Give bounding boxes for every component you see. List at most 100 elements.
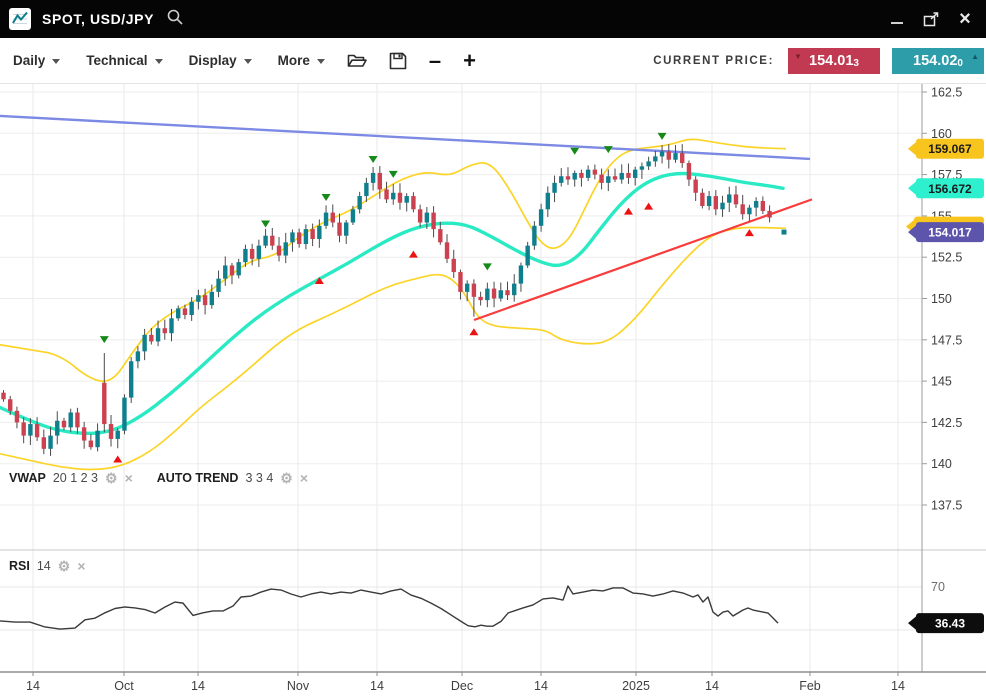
- candle-body: [411, 196, 416, 210]
- candle-body: [88, 440, 94, 448]
- candle-body: [1, 392, 6, 400]
- candle-body: [505, 290, 510, 296]
- candle-body: [431, 212, 436, 230]
- candle-body: [169, 318, 174, 334]
- price-axis-label: 142.5: [931, 416, 962, 430]
- sell-signal-triangle-icon: [368, 156, 378, 164]
- candle-body: [552, 182, 557, 193]
- candle-body: [397, 192, 403, 203]
- candle-body: [559, 176, 564, 183]
- candle-body: [317, 225, 322, 240]
- candle-body: [532, 225, 537, 246]
- vwap-remove-icon[interactable]: ×: [124, 470, 133, 486]
- chevron-down-icon: [52, 58, 61, 64]
- display-menu[interactable]: Display: [189, 53, 252, 68]
- candle-body: [128, 361, 134, 398]
- candle-body: [592, 169, 598, 175]
- candle-body: [491, 288, 497, 299]
- candle-body: [108, 424, 114, 439]
- candle-body: [68, 412, 73, 428]
- price-axis-label: 147.5: [931, 333, 962, 347]
- vwap-settings-gear-icon[interactable]: ⚙: [105, 470, 118, 486]
- price-axis-label: 160: [931, 127, 952, 141]
- autotrend-remove-icon[interactable]: ×: [299, 470, 309, 486]
- bid-price-badge: ▼ 154.01 3: [788, 47, 880, 74]
- interval-menu-label: Daily: [13, 53, 46, 68]
- candle-body: [142, 334, 147, 352]
- close-icon[interactable]: ×: [959, 7, 971, 30]
- ascending-trendline: [473, 198, 813, 322]
- autotrend-legend-name: AUTO TREND: [156, 471, 239, 485]
- open-folder-icon[interactable]: [347, 53, 367, 69]
- candle-body: [122, 397, 127, 431]
- candle-body: [8, 399, 13, 411]
- candle-body: [451, 258, 456, 273]
- time-axis-label: 14: [370, 679, 384, 693]
- sell-signal-triangle-icon: [482, 263, 492, 271]
- price-axis-label: 152.5: [931, 251, 962, 265]
- vwap-legend-params: 20 1 2 3: [52, 471, 98, 485]
- sell-signal-triangle-icon: [603, 146, 613, 154]
- more-menu[interactable]: More: [278, 53, 325, 68]
- candle-body: [155, 328, 161, 342]
- candle-body: [21, 422, 26, 436]
- vwap-legend-name: VWAP: [9, 471, 46, 485]
- candle-body: [478, 296, 483, 301]
- candle-body: [323, 212, 329, 226]
- candle-body: [377, 172, 383, 190]
- candle-body: [229, 265, 235, 276]
- candle-body: [438, 229, 443, 243]
- current-price-tag-text: 154.017: [928, 226, 972, 240]
- candle-body: [28, 424, 33, 436]
- rsi-line: [0, 585, 779, 630]
- popout-window-button[interactable]: [922, 10, 940, 28]
- interval-menu-daily[interactable]: Daily: [13, 53, 61, 68]
- autotrend-legend-params: 3 3 4: [245, 471, 274, 485]
- minimize-button[interactable]: [888, 10, 906, 28]
- chevron-down-icon: [154, 58, 163, 64]
- candle-body: [565, 176, 571, 180]
- candle-body: [384, 189, 389, 200]
- zoom-out-button[interactable]: –: [428, 47, 442, 73]
- rsi-value-tag: [916, 613, 984, 634]
- upper-band-price-tag: [916, 138, 984, 159]
- time-axis-label: Dec: [451, 679, 473, 693]
- candle-body: [249, 248, 255, 259]
- vwap-price-tag: [908, 180, 917, 196]
- candle-body: [102, 382, 107, 425]
- candle-body: [256, 245, 262, 259]
- candle-body: [61, 420, 67, 428]
- candle-body: [263, 235, 268, 246]
- display-menu-label: Display: [188, 53, 237, 68]
- candle-body: [330, 212, 335, 223]
- candle-body: [673, 153, 678, 160]
- candle-body: [149, 334, 154, 342]
- last-price-dot: [781, 229, 787, 235]
- upper-band-price-tag-text: 159.067: [928, 142, 972, 156]
- candle-body: [585, 169, 591, 178]
- time-axis-label: Oct: [114, 679, 134, 693]
- chevron-down-icon: [316, 58, 325, 64]
- rsi-remove-icon[interactable]: ×: [77, 558, 86, 574]
- candle-body: [632, 169, 638, 178]
- candle-body: [512, 283, 517, 296]
- save-icon[interactable]: [389, 52, 407, 70]
- candle-body: [646, 161, 651, 167]
- candle-body: [713, 196, 719, 210]
- price-down-arrow-icon: ▼: [794, 51, 802, 61]
- bollinger-lower-band: [0, 226, 787, 471]
- zoom-in-button[interactable]: +: [463, 47, 476, 73]
- chevron-down-icon: [243, 58, 252, 64]
- candle-body: [579, 172, 584, 178]
- autotrend-settings-gear-icon[interactable]: ⚙: [280, 470, 293, 486]
- candle-body: [55, 420, 60, 436]
- search-icon[interactable]: [166, 8, 184, 31]
- rsi-settings-gear-icon[interactable]: ⚙: [57, 558, 71, 574]
- candle-body: [653, 156, 658, 162]
- candle-body: [370, 172, 376, 183]
- candle-body: [337, 222, 342, 236]
- candle-body: [81, 427, 87, 441]
- buy-signal-triangle-icon: [469, 328, 479, 336]
- technical-menu[interactable]: Technical: [86, 53, 163, 68]
